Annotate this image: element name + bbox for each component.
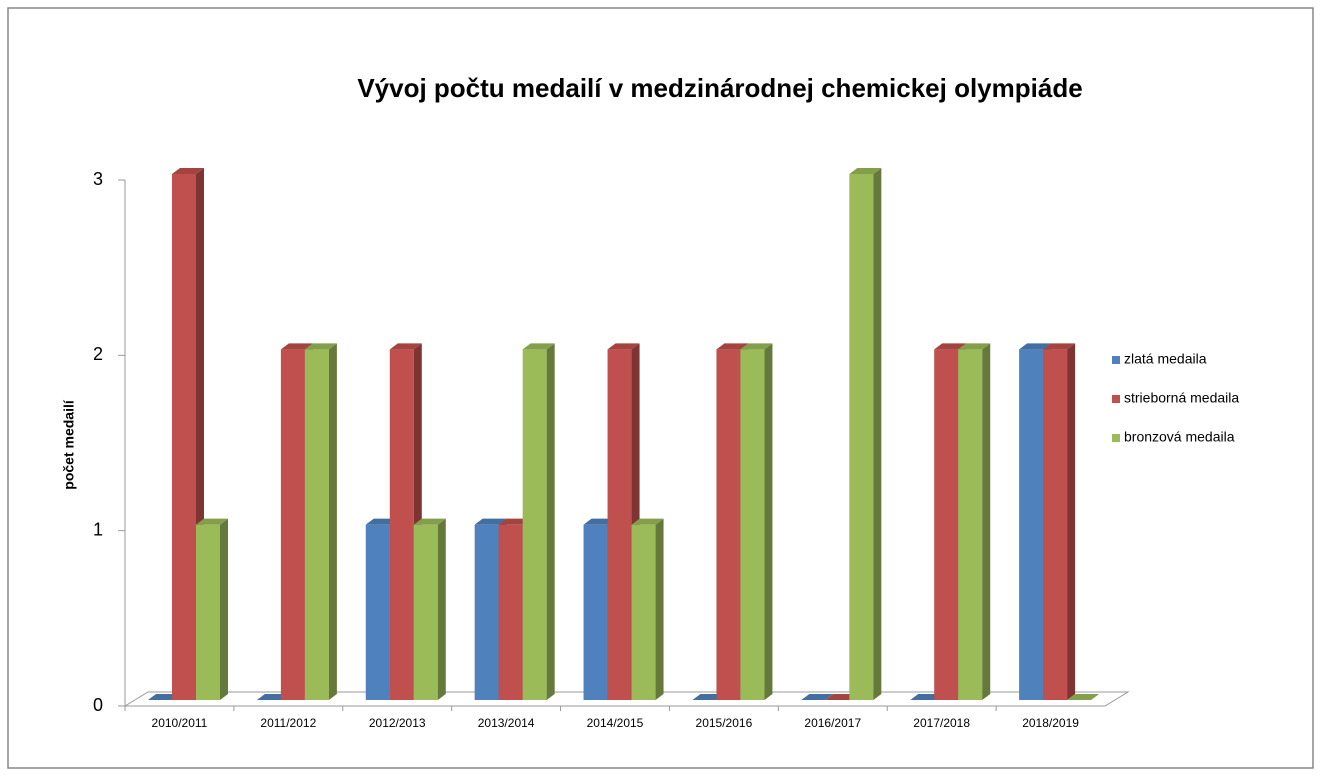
bar [631, 518, 664, 700]
bar-top [1067, 694, 1100, 700]
bar-front [172, 174, 196, 700]
x-tick-label: 2013/2014 [478, 716, 535, 730]
bar-front [304, 349, 329, 700]
bar-front [280, 349, 305, 700]
bar-side [764, 343, 773, 700]
y-tick-label: 0 [93, 695, 103, 715]
bar-top [958, 343, 991, 350]
bar-front [631, 524, 656, 700]
bar [522, 343, 555, 700]
bar-side [1067, 343, 1076, 700]
bar-side [546, 343, 555, 700]
bar-front [522, 349, 547, 700]
bar-top [740, 343, 773, 350]
bar-top [474, 518, 507, 525]
bar-front [849, 174, 874, 700]
bar-top [280, 343, 313, 350]
bar-top [631, 518, 664, 525]
legend-label: zlatá medaila [1124, 351, 1207, 367]
y-tick-label: 1 [93, 519, 103, 539]
bar [413, 518, 446, 700]
x-tick-label: 2015/2016 [696, 716, 753, 730]
x-tick-label: 2014/2015 [587, 716, 644, 730]
bar-front [958, 349, 983, 700]
bar-side [655, 518, 664, 700]
bar-side [220, 518, 228, 700]
bar-front [389, 349, 414, 700]
bar-top [389, 343, 422, 350]
bar-front [583, 524, 608, 700]
bar-front [716, 349, 741, 700]
chart-title: Vývoj počtu medailí v medzinárodnej chem… [357, 73, 1082, 103]
bar-front [498, 524, 523, 700]
bar [304, 343, 337, 700]
bar-front [934, 349, 959, 700]
bar-top [849, 168, 882, 174]
bar-top [522, 343, 555, 350]
bar [196, 518, 228, 700]
x-tick-label: 2017/2018 [913, 716, 970, 730]
bar-front [413, 524, 438, 700]
bar-top [304, 343, 337, 350]
x-tick-label: 2016/2017 [804, 716, 861, 730]
bar-top [196, 518, 228, 525]
legend-label: strieborná medaila [1124, 390, 1239, 406]
legend-swatch [1112, 395, 1120, 403]
y-tick-label: 3 [93, 169, 103, 189]
bar [1067, 694, 1100, 700]
bar-front [1043, 349, 1068, 700]
x-tick-label: 2010/2011 [152, 716, 208, 730]
bar-top [607, 343, 640, 350]
bar-front [1019, 349, 1044, 700]
legend-swatch [1112, 434, 1120, 442]
bar-top [1019, 343, 1052, 350]
bar-top [801, 694, 834, 700]
bar-front [740, 349, 765, 700]
bar-side [873, 168, 882, 700]
bar-top [172, 168, 204, 174]
bar [849, 168, 882, 700]
legend-label: bronzová medaila [1124, 429, 1235, 445]
bar-top [934, 343, 967, 350]
bar-top [413, 518, 446, 525]
bar-side [328, 343, 337, 700]
bar-top [1043, 343, 1076, 350]
x-tick-label: 2012/2013 [369, 716, 426, 730]
bar-front [365, 524, 390, 700]
bar-front [607, 349, 632, 700]
bar [801, 694, 834, 700]
bar-side [982, 343, 991, 700]
bar [958, 343, 991, 700]
bar-front [474, 524, 499, 700]
bar [740, 343, 773, 700]
bar [1043, 343, 1076, 700]
y-tick-label: 2 [93, 344, 103, 364]
bar-side [437, 518, 446, 700]
bar-front [196, 524, 220, 700]
bar-top [716, 343, 749, 350]
y-axis-label: počet medailí [61, 399, 77, 490]
x-tick-label: 2011/2012 [260, 716, 316, 730]
x-tick-label: 2018/2019 [1022, 716, 1079, 730]
legend-swatch [1112, 356, 1120, 364]
